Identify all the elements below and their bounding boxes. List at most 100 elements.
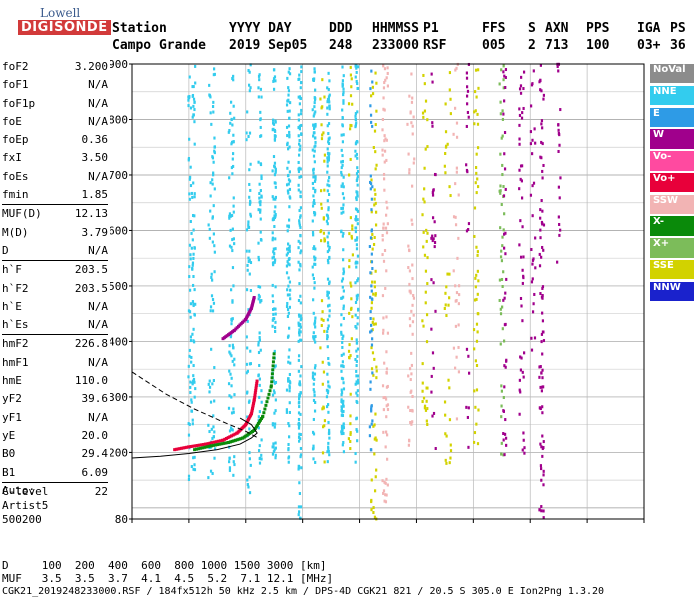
param-row: h`F 203.5	[2, 260, 108, 279]
echo-point	[466, 89, 470, 93]
echo-point	[407, 443, 410, 447]
echo-point	[327, 71, 330, 75]
echo-point	[531, 214, 534, 218]
echo-point	[326, 124, 329, 128]
echo-point	[371, 328, 374, 332]
echo-point	[298, 395, 301, 399]
echo-point	[476, 330, 479, 334]
echo-point	[530, 336, 533, 340]
echo-point	[518, 137, 521, 141]
echo-point	[541, 285, 545, 289]
echo-point	[541, 176, 544, 180]
echo-point	[273, 448, 276, 452]
param-value: 39.6	[81, 392, 109, 406]
x-tick-label: 3	[242, 527, 249, 528]
echo-point	[273, 260, 276, 264]
echo-point	[287, 455, 291, 459]
echo-point	[188, 192, 191, 196]
echo-point	[231, 238, 234, 242]
echo-point	[248, 491, 252, 495]
echo-point	[299, 144, 302, 148]
echo-point	[522, 255, 525, 259]
echo-point	[287, 422, 290, 426]
echo-point	[375, 163, 378, 167]
param-key: foEp	[2, 133, 29, 147]
echo-point	[340, 353, 343, 357]
echo-point	[375, 109, 378, 113]
echo-point	[370, 289, 373, 293]
echo-point	[192, 456, 195, 460]
echo-point	[323, 419, 327, 423]
echo-point	[540, 119, 544, 123]
echo-point	[191, 214, 195, 218]
trace-point	[266, 396, 270, 400]
echo-point	[246, 369, 249, 373]
echo-point	[272, 317, 275, 321]
echo-point	[246, 478, 249, 482]
echo-point	[190, 231, 193, 235]
echo-point	[325, 405, 329, 409]
echo-point	[229, 352, 232, 356]
echo-point	[448, 418, 452, 422]
echo-point	[411, 303, 414, 307]
param-key: foEs	[2, 169, 29, 183]
echo-point	[541, 405, 544, 409]
echo-point	[449, 443, 452, 447]
echo-point	[369, 113, 373, 117]
echo-point	[313, 409, 317, 413]
echo-point	[385, 200, 388, 204]
trace-point	[191, 444, 195, 448]
echo-point	[465, 76, 469, 80]
echo-point	[424, 408, 428, 412]
echo-point	[192, 228, 195, 232]
echo-point	[444, 171, 447, 175]
echo-point	[187, 364, 190, 368]
echo-point	[298, 139, 301, 143]
echo-point	[188, 348, 191, 352]
echo-point	[518, 187, 521, 191]
echo-point	[558, 143, 561, 147]
echo-point	[446, 142, 449, 146]
echo-point	[288, 305, 291, 309]
param-row: B0 29.4	[2, 445, 108, 463]
echo-point	[188, 96, 191, 100]
echo-point	[500, 441, 503, 445]
echo-point	[321, 78, 324, 82]
echo-point	[259, 217, 262, 221]
echo-point	[326, 259, 330, 263]
echo-point	[340, 388, 343, 392]
echo-point	[288, 293, 291, 297]
echo-point	[369, 87, 372, 91]
echo-point	[299, 433, 302, 437]
echo-point	[372, 322, 375, 326]
echo-point	[382, 408, 385, 412]
echo-point	[327, 356, 330, 360]
echo-point	[297, 160, 300, 164]
echo-point	[313, 160, 316, 164]
echo-point	[433, 220, 436, 224]
echo-point	[559, 108, 562, 112]
echo-point	[192, 302, 195, 306]
echo-point	[246, 319, 249, 323]
echo-point	[355, 247, 359, 251]
echo-point	[287, 98, 290, 102]
echo-point	[520, 304, 523, 308]
echo-point	[287, 173, 290, 177]
echo-point	[370, 323, 373, 327]
echo-point	[522, 438, 525, 442]
echo-point	[299, 241, 302, 245]
echo-point	[272, 379, 275, 383]
echo-point	[475, 297, 478, 301]
echo-point	[311, 273, 315, 277]
echo-point	[356, 439, 359, 443]
echo-point	[314, 188, 317, 192]
echo-point	[213, 67, 216, 71]
echo-point	[287, 224, 290, 228]
echo-point	[326, 158, 329, 162]
echo-point	[327, 208, 330, 212]
echo-point	[212, 301, 216, 305]
echo-column	[430, 72, 437, 451]
echo-point	[382, 222, 385, 226]
echo-point	[326, 330, 329, 334]
echo-point	[342, 409, 345, 413]
